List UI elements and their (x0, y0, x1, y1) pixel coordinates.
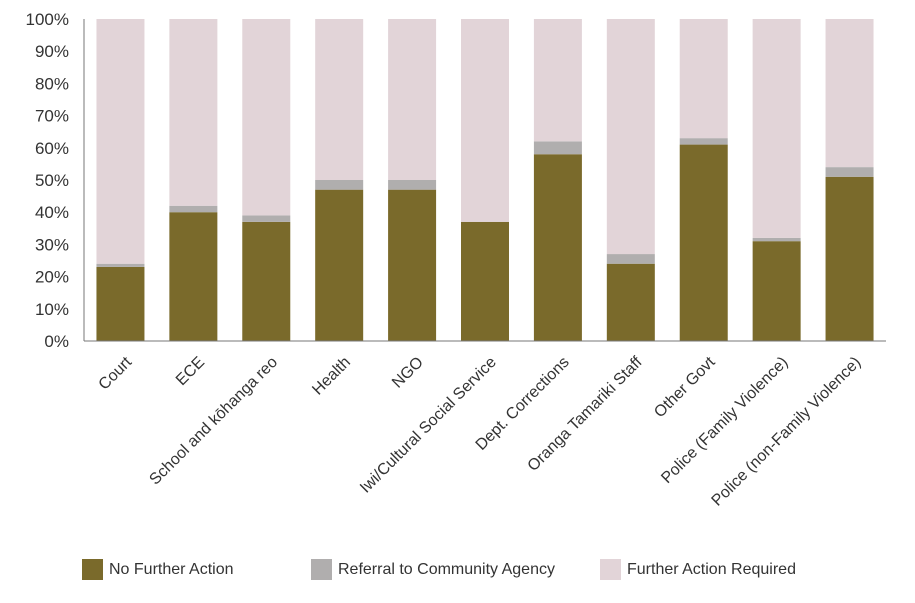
x-category-label: Iwi/Cultural Social Service (357, 354, 500, 497)
x-category-label: Police (Family Violence) (658, 354, 791, 487)
x-category-label: Other Govt (651, 353, 719, 421)
y-tick-label: 60% (35, 139, 69, 158)
legend-label-referral: Referral to Community Agency (338, 560, 555, 578)
bar-segment-referral (315, 180, 364, 190)
y-tick-label: 0% (44, 332, 69, 351)
bar-segment-further-action-required (242, 19, 291, 216)
x-category-label: Court (96, 353, 136, 393)
bar-segment-further-action-required (169, 19, 218, 206)
bar-segment-no-further-action (606, 263, 655, 341)
bar-segment-further-action-required (461, 19, 509, 222)
bar-segment-referral (169, 205, 218, 213)
bar-segment-referral (96, 263, 145, 267)
bar-segment-no-further-action (533, 154, 582, 341)
y-tick-label: 50% (35, 171, 69, 190)
bar-segment-referral (533, 141, 582, 155)
bar-segment-no-further-action (315, 189, 364, 341)
y-tick-label: 20% (35, 268, 69, 287)
bar-segment-no-further-action (169, 212, 218, 341)
bar-segment-further-action-required (533, 19, 582, 142)
y-tick-label: 40% (35, 203, 69, 222)
bar-segment-referral (606, 254, 655, 264)
bar-segment-further-action-required (96, 19, 145, 264)
legend-swatch-no-further-action (82, 559, 103, 580)
bar-segment-further-action-required (606, 19, 655, 255)
legend: No Further Action Referral to Community … (0, 559, 915, 587)
bar-segment-further-action-required (752, 19, 801, 238)
bar-segment-further-action-required (388, 19, 437, 180)
bar-segment-referral (752, 237, 801, 242)
bar-segment-referral (388, 180, 437, 190)
y-tick-label: 100% (26, 10, 69, 29)
y-tick-label: 70% (35, 107, 69, 126)
legend-label-further-action-required: Further Action Required (627, 560, 796, 578)
y-tick-label: 90% (35, 42, 69, 61)
bar-segment-no-further-action (825, 176, 874, 341)
bar-segment-further-action-required (315, 19, 364, 180)
x-category-label: School and kōhanga reo (146, 354, 281, 489)
legend-item-referral: Referral to Community Agency (311, 559, 555, 580)
bar-segment-further-action-required (825, 19, 874, 168)
y-tick-label: 80% (35, 74, 69, 93)
bar-stacks (96, 19, 874, 341)
legend-swatch-referral (311, 559, 332, 580)
bar-segment-no-further-action (752, 241, 801, 341)
legend-label-no-further-action: No Further Action (109, 560, 234, 578)
y-axis-ticks: 0% 10% 20% 30% 40% 50% 60% 70% 80% 90% 100% (26, 10, 69, 351)
x-category-label: NGO (389, 354, 427, 392)
bar-segment-no-further-action (96, 266, 145, 341)
legend-swatch-further-action-required (600, 559, 621, 580)
bar-segment-referral (825, 167, 874, 177)
legend-item-further-action-required: Further Action Required (600, 559, 796, 580)
x-category-label: Health (309, 354, 354, 399)
bar-segment-referral (242, 215, 291, 222)
bar-segment-no-further-action (388, 189, 437, 341)
bar-segment-referral (679, 138, 728, 145)
x-category-label: Police (non-Family Violence) (709, 354, 865, 510)
bar-segment-no-further-action (461, 221, 509, 341)
y-tick-label: 30% (35, 235, 69, 254)
x-category-label: ECE (173, 354, 208, 389)
y-tick-label: 10% (35, 300, 69, 319)
bar-segment-no-further-action (242, 221, 291, 341)
bar-segment-no-further-action (679, 144, 728, 341)
bar-segment-further-action-required (679, 19, 728, 139)
legend-item-no-further-action: No Further Action (82, 559, 234, 580)
